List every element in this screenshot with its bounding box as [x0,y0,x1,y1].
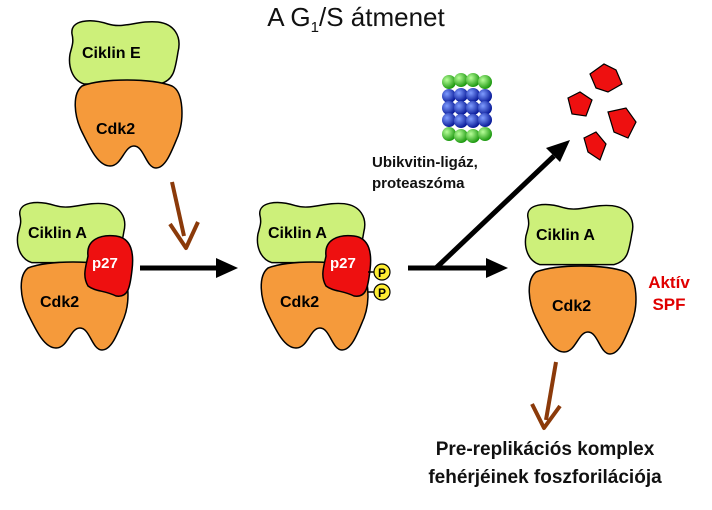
arrow-black-1-head [216,258,238,278]
arrow-black-diagonal-head [546,140,570,162]
arrow-black-diagonal [434,154,556,270]
complex-active-spf: Ciklin A Cdk2 [524,203,637,355]
complex-ciklin-e-cdk2: Ciklin E Cdk2 [68,20,183,169]
label-cdk2-2: Cdk2 [40,294,79,311]
label-cdk2-1: Cdk2 [96,121,135,138]
label-phosphate-1: P [378,266,386,280]
arrow-brown-1 [170,181,186,237]
arrow-brown-2-head [530,403,562,430]
label-ciklin-a-2: Ciklin A [268,225,327,242]
outcome-label: Pre-replikációs komplex fehérjéinek fosz… [380,436,710,492]
outcome-line-1: Pre-replikációs komplex [435,439,655,460]
label-p27-2: p27 [330,255,356,272]
proteasome-icon [442,73,492,143]
label-ciklin-a-3: Ciklin A [536,227,595,244]
active-spf-label: Aktív SPF [634,272,704,316]
page-title: A G1/S átmenet [0,2,712,36]
fragment-3 [607,107,637,139]
ligase-label: Ubikvitin-ligáz, proteaszóma [372,152,532,194]
phosphate-circle-2 [373,283,391,301]
p27-shape-1 [84,234,134,297]
title-subscript: 1 [310,19,319,37]
label-cdk2-3: Cdk2 [280,294,319,311]
title-prefix: A G [267,2,311,32]
arrow-brown-1-head [168,221,200,250]
phosphate-circle-1 [373,263,391,281]
arrow-brown-2 [544,361,558,421]
outcome-line-2: fehérjéinek foszforilációja [428,467,662,488]
complex-ciklin-a-p27-phospho: P P Ciklin A p27 Cdk2 [256,201,391,351]
fragment-4 [583,131,607,161]
label-ciklin-e: Ciklin E [82,45,141,62]
label-phosphate-2: P [378,286,386,300]
ligase-line-1: Ubikvitin-ligáz, [372,154,478,171]
p27-shape-2 [322,234,372,297]
label-cdk2-4: Cdk2 [552,298,591,315]
label-ciklin-a-1: Ciklin A [28,225,87,242]
degraded-p27-fragments [567,63,637,161]
label-p27-1: p27 [92,255,118,272]
ligase-line-2: proteaszóma [372,175,465,192]
fragment-2 [567,91,593,117]
complex-ciklin-a-p27-left: Ciklin A p27 Cdk2 [16,201,134,351]
aktiv-line-2: SPF [652,295,686,314]
fragment-1 [589,63,623,93]
aktiv-line-1: Aktív [648,273,690,292]
arrows [140,140,570,430]
arrow-black-2-head [486,258,508,278]
title-suffix: /S átmenet [318,2,445,32]
